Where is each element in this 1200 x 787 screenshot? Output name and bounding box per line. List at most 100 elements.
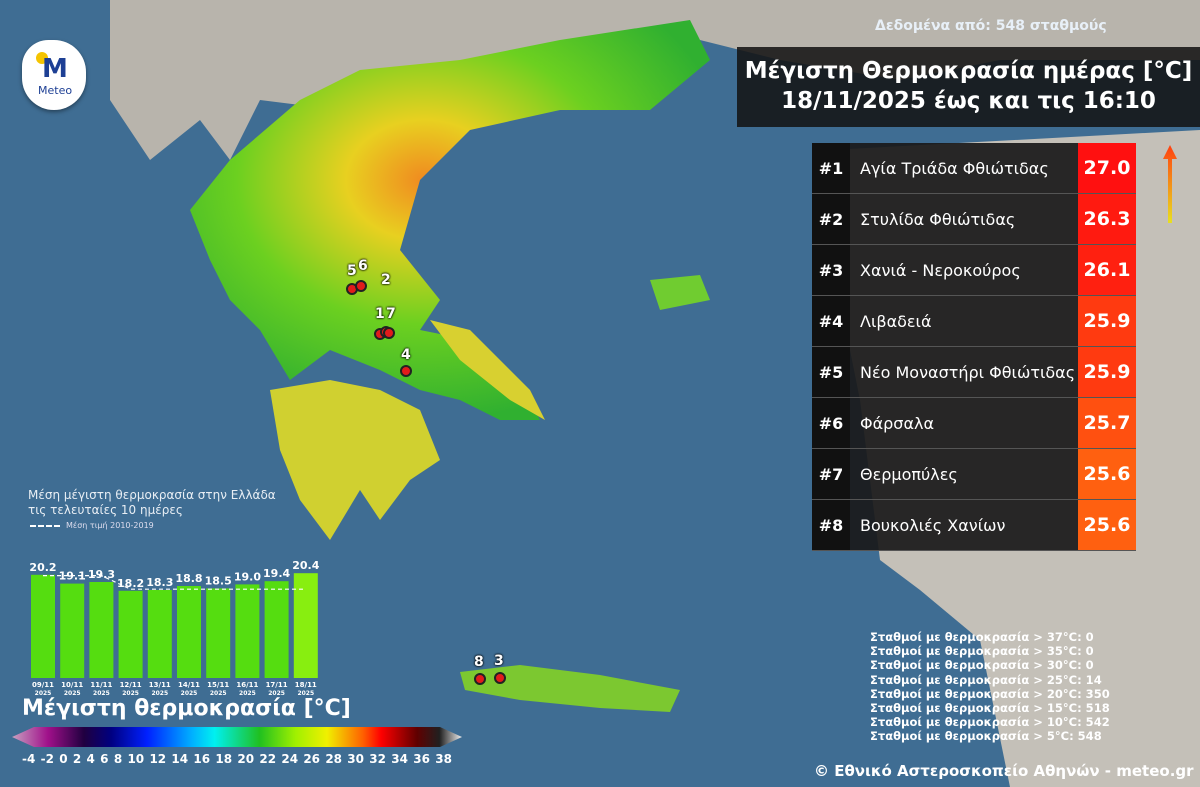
title-line2: 18/11/2025 έως και τις 16:10 (781, 88, 1156, 114)
stat-line: Σταθμοί με θερμοκρασία > 20°C: 350 (870, 686, 1110, 701)
category-label: 12/11 (120, 681, 142, 689)
temperature-value: 26.3 (1078, 194, 1136, 244)
bar-value-label: 18.2 (117, 577, 144, 590)
category-label: 2025 (35, 690, 52, 695)
stat-line: Σταθμοί με θερμοκρασία > 25°C: 14 (870, 672, 1102, 687)
colorbar-tick: -4 (22, 752, 36, 766)
colorbar-tick: 28 (325, 752, 343, 766)
temperature-value: 25.7 (1078, 398, 1136, 448)
category-label: 09/11 (32, 681, 54, 689)
chart-legend: Μέση τιμή 2010-2019 (30, 521, 154, 530)
ranking-row: #2 Στυλίδα Φθιώτιδας 26.3 (812, 194, 1136, 245)
bar-value-label: 19.3 (88, 568, 115, 581)
station-marker[interactable] (474, 673, 486, 685)
temperature-value: 25.6 (1078, 449, 1136, 499)
marker-label: 8 (474, 654, 484, 670)
category-label: 15/11 (207, 681, 229, 689)
sun-icon (36, 52, 48, 64)
bar (147, 590, 172, 678)
station-stats: Σταθμοί με θερμοκρασία > 37°C: 0 Σταθμοί … (870, 630, 1110, 744)
colorbar-tick: 10 (127, 752, 145, 766)
station-name: Χανιά - Νεροκούρος (850, 245, 1078, 295)
ranking-table: #1 Αγία Τριάδα Φθιώτιδας 27.0 #2 Στυλίδα Φθι… (812, 143, 1136, 551)
stat-line: Σταθμοί με θερμοκρασία > 5°C: 548 (870, 729, 1102, 744)
bar (31, 574, 55, 678)
category-label: 14/11 (178, 681, 200, 689)
bar (89, 582, 114, 678)
stations-source: Δεδομένα από: 548 σταθμούς (875, 18, 1107, 34)
rank: #5 (812, 347, 850, 397)
category-label: 2025 (181, 690, 198, 695)
bar-value-label: 18.5 (205, 574, 232, 587)
map-title: Μέγιστη Θερμοκρασία ημέρας [°C] 18/11/20… (737, 47, 1200, 127)
bar (235, 584, 260, 678)
title-line1: Μέγιστη Θερμοκρασία ημέρας [°C] (744, 58, 1193, 84)
logo-text: Meteo (38, 84, 73, 97)
bar-value-label: 20.4 (292, 559, 319, 572)
copyright: © Εθνικό Αστεροσκοπείο Αθηνών - meteo.gr (814, 762, 1194, 780)
average-line (43, 574, 306, 590)
temperature-value: 25.9 (1078, 347, 1136, 397)
colorbar-tick: 12 (149, 752, 167, 766)
category-label: 13/11 (149, 681, 171, 689)
chart-title: Μέση μέγιστη θερμοκρασία στην Ελλάδα τις… (28, 488, 276, 518)
logo-m: M (42, 54, 68, 84)
evia (430, 320, 545, 420)
station-name: Αγία Τριάδα Φθιώτιδας (850, 143, 1078, 193)
arrow-up-icon (1163, 145, 1177, 223)
ranking-row: #3 Χανιά - Νεροκούρος 26.1 (812, 245, 1136, 296)
meteo-logo: M Meteo (22, 40, 86, 110)
category-label: 2025 (122, 690, 139, 695)
bar-value-label: 20.2 (29, 561, 56, 574)
rank: #3 (812, 245, 850, 295)
station-marker[interactable] (355, 280, 367, 292)
rank: #2 (812, 194, 850, 244)
colorbar-tick: 4 (86, 752, 95, 766)
colorbar-tick: 24 (281, 752, 299, 766)
colorbar-ticks: -4 -2 0 2 4 6 8 10 12 14 16 18 20 22 24 26 28 30 32 34 36 38 (22, 752, 452, 766)
bar-value-label: 19.0 (234, 570, 261, 583)
temperature-value: 27.0 (1078, 143, 1136, 193)
bar-value-label: 18.8 (175, 572, 202, 585)
category-label: 2025 (268, 690, 285, 695)
marker-label: 5 (347, 263, 357, 279)
category-label: 2025 (151, 690, 168, 695)
marker-label: 1 (375, 306, 385, 322)
dashed-line-icon (30, 524, 60, 527)
colorbar-tick: 8 (113, 752, 123, 766)
bar-chart: 20.209/11202519.110/11202519.311/1120251… (29, 559, 319, 695)
station-name: Φάρσαλα (850, 398, 1078, 448)
station-name: Στυλίδα Φθιώτιδας (850, 194, 1078, 244)
colorbar-tick: -2 (40, 752, 54, 766)
marker-label: 6 (358, 258, 368, 274)
chart-title-line1: Μέση μέγιστη θερμοκρασία στην Ελλάδα (28, 488, 276, 502)
colorbar (12, 727, 462, 747)
ranking-row: #4 Λιβαδειά 25.9 (812, 296, 1136, 347)
temperature-value: 26.1 (1078, 245, 1136, 295)
station-marker[interactable] (400, 365, 412, 377)
bar-value-label: 19.4 (263, 567, 290, 580)
temperature-value: 25.6 (1078, 500, 1136, 550)
bar (118, 590, 143, 678)
stat-line: Σταθμοί με θερμοκρασία > 10°C: 542 (870, 715, 1110, 730)
station-marker[interactable] (383, 327, 395, 339)
marker-label: 3 (494, 653, 504, 669)
colorbar-tick: 16 (193, 752, 211, 766)
stat-line: Σταθμοί με θερμοκρασία > 30°C: 0 (870, 658, 1094, 673)
category-label: 2025 (239, 690, 256, 695)
bar (293, 573, 318, 678)
colorbar-tick: 0 (59, 752, 68, 766)
crete (460, 665, 680, 712)
greece-mainland (190, 20, 710, 420)
marker-label: 7 (386, 306, 396, 322)
bar (264, 581, 289, 678)
ranking-row: #7 Θερμοπύλες 25.6 (812, 449, 1136, 500)
colorbar-tick: 34 (391, 752, 408, 766)
colorbar-tick: 22 (259, 752, 277, 766)
rank: #4 (812, 296, 850, 346)
ranking-row: #6 Φάρσαλα 25.7 (812, 398, 1136, 449)
station-marker[interactable] (494, 672, 506, 684)
stat-line: Σταθμοί με θερμοκρασία > 15°C: 518 (870, 701, 1110, 716)
legend-label: Μέση τιμή 2010-2019 (66, 521, 154, 530)
bar (60, 583, 85, 678)
